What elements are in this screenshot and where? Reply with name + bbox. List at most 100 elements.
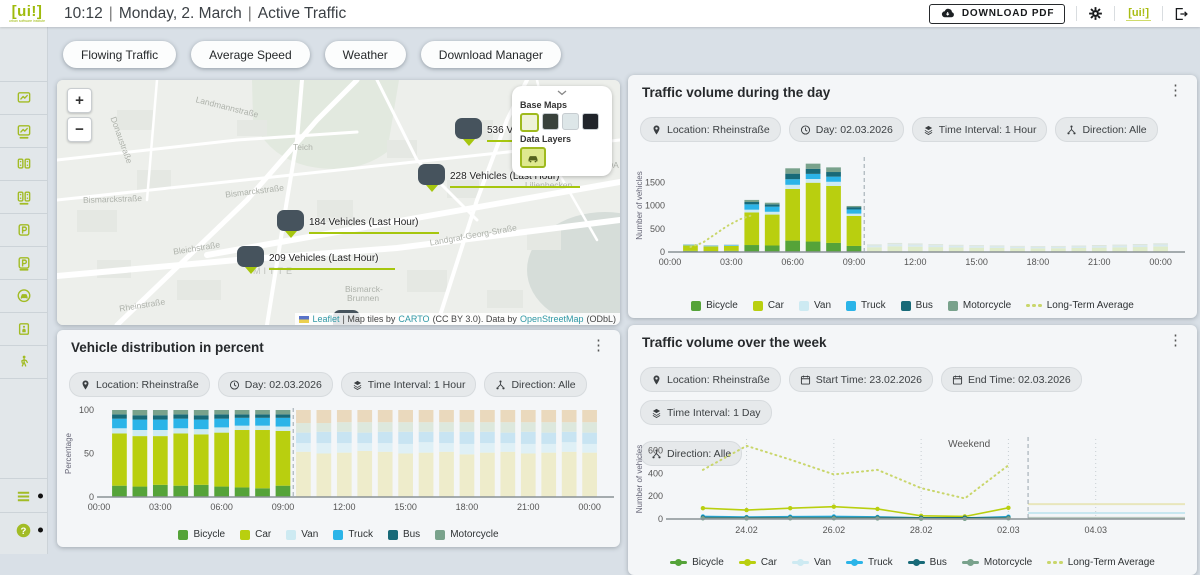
chart-legend: BicycleCarVanTruckBusMotorcycle — [57, 529, 620, 540]
tab-download-manager[interactable]: Download Manager — [421, 41, 561, 68]
filter-chip[interactable]: Time Interval: 1 Day — [640, 400, 772, 425]
sidebar-item-traffic-signals-active[interactable] — [0, 180, 47, 213]
parking-active-icon — [16, 255, 32, 271]
street-label: Teich — [293, 142, 313, 152]
basemap-dark[interactable] — [582, 113, 599, 130]
filter-chip[interactable]: Location: Rheinstraße — [640, 367, 781, 392]
svg-text:04.03: 04.03 — [1084, 525, 1107, 535]
filter-chip-label: End Time: 02.03.2026 — [968, 374, 1071, 386]
divider — [1162, 6, 1163, 21]
settings-button[interactable] — [1088, 6, 1103, 21]
distribution-chart: 05010000:0003:0006:0009:0012:0015:0018:0… — [63, 402, 616, 519]
tab-average-speed[interactable]: Average Speed — [191, 41, 310, 68]
vehicle-count-marker[interactable] — [277, 210, 304, 231]
tab-weather[interactable]: Weather — [325, 41, 406, 68]
sidebar-item-parking-active[interactable] — [0, 246, 47, 279]
filter-chip[interactable]: Location: Rheinstraße — [69, 372, 210, 397]
leaflet-link[interactable]: Leaflet — [312, 314, 339, 324]
marker-label-text: 209 Vehicles (Last Hour) — [269, 253, 379, 264]
map-zoom-controls: + − — [67, 88, 92, 142]
legend-label: Bicycle — [193, 529, 225, 540]
legend-label: Van — [814, 557, 831, 568]
legend-swatch — [846, 301, 856, 311]
svg-text:26.02: 26.02 — [823, 525, 846, 535]
panel-menu-button[interactable]: ⋮ — [1162, 81, 1189, 100]
filter-chip[interactable]: Time Interval: 1 Hour — [341, 372, 477, 397]
date-text: Monday, 2. March — [119, 5, 242, 23]
sidebar-item-traffic-board[interactable] — [0, 81, 47, 114]
svg-text:100: 100 — [79, 405, 94, 415]
svg-text:Number of vehicles: Number of vehicles — [635, 171, 644, 239]
logout-button[interactable] — [1174, 7, 1188, 21]
filter-chip-label: Time Interval: 1 Hour — [368, 379, 466, 391]
filter-chip[interactable]: Start Time: 23.02.2026 — [789, 367, 933, 392]
legend-label: Motorcycle — [984, 557, 1032, 568]
sidebar-item-elevator[interactable] — [0, 312, 47, 345]
vehicle-count-marker[interactable] — [418, 164, 445, 185]
marker-label: 209 Vehicles (Last Hour) — [269, 248, 395, 270]
filter-chip-label: Day: 02.03.2026 — [816, 124, 893, 136]
sidebar-menu-button[interactable] — [0, 478, 47, 513]
legend-item: Car — [739, 557, 777, 568]
osm-link[interactable]: OpenStreetMap — [520, 314, 584, 324]
interval-icon — [651, 407, 662, 419]
filter-chip[interactable]: End Time: 02.03.2026 — [941, 367, 1082, 392]
sidebar-item-pedestrian[interactable] — [0, 345, 47, 379]
tab-flowing-traffic[interactable]: Flowing Traffic — [63, 41, 176, 68]
download-pdf-button[interactable]: DOWNLOAD PDF — [929, 4, 1065, 24]
traffic-board-active-icon — [16, 123, 32, 139]
legend-swatch — [240, 530, 250, 540]
sidebar-item-parking[interactable] — [0, 213, 47, 246]
sidebar-item-car-zone[interactable] — [0, 279, 47, 312]
vehicle-count-marker[interactable] — [237, 246, 264, 267]
map-panel: + − LandmannstraßeDonaustraßeTeichLilien… — [57, 80, 620, 325]
sidebar-item-traffic-board-active[interactable] — [0, 114, 47, 147]
filter-chip[interactable]: Time Interval: 1 Hour — [912, 117, 1048, 142]
filter-chip-label: Direction: Alle — [1082, 124, 1146, 136]
filter-chip[interactable]: Day: 02.03.2026 — [218, 372, 333, 397]
basemap-grey[interactable] — [562, 113, 579, 130]
base-map-options — [520, 113, 604, 132]
traffic-layer-toggle[interactable] — [520, 147, 546, 168]
sidebar-item-traffic-signals[interactable] — [0, 147, 47, 180]
indicator-dot — [38, 528, 43, 533]
vehicle-distribution-panel: Vehicle distribution in percent ⋮ Locati… — [57, 330, 620, 547]
filter-chip[interactable]: Direction: Alle — [1055, 117, 1157, 142]
cloud-download-icon — [940, 8, 955, 19]
filter-chip[interactable]: Location: Rheinstraße — [640, 117, 781, 142]
filter-chip-label: Time Interval: 1 Hour — [939, 124, 1037, 136]
legend-label: Long-Term Average — [1068, 557, 1155, 568]
vehicle-count-marker[interactable] — [455, 118, 482, 139]
svg-text:600: 600 — [648, 445, 663, 455]
basemap-satellite[interactable] — [542, 113, 559, 130]
zoom-in-button[interactable]: + — [67, 88, 92, 113]
filter-chip[interactable]: Direction: Alle — [484, 372, 586, 397]
legend-swatch — [799, 301, 809, 311]
legend-line-marker — [792, 561, 809, 564]
panel-menu-button[interactable]: ⋮ — [585, 336, 612, 355]
ui-account-button[interactable]: [ui!] — [1126, 7, 1151, 21]
legend-item: Motorcycle — [962, 557, 1032, 568]
attribution-text: | Map tiles by — [343, 314, 396, 324]
carto-link[interactable]: CARTO — [398, 314, 429, 324]
chart-legend: BicycleCarVanTruckBusMotorcycleLong-Term… — [628, 300, 1197, 311]
chevron-down-icon — [557, 90, 567, 96]
basemap-light[interactable] — [520, 113, 539, 132]
elevator-icon — [16, 321, 32, 337]
panel-title: Traffic volume during the day — [642, 85, 830, 100]
legend-swatch — [948, 301, 958, 311]
app-logo[interactable]: [ui!] urban software institute — [0, 4, 54, 24]
zoom-out-button[interactable]: − — [67, 117, 92, 142]
calendar-icon — [952, 374, 963, 386]
filter-chips: Location: Rheinstraße Day: 02.03.2026 Time… — [640, 117, 1179, 142]
legend-swatch — [901, 301, 911, 311]
legend-item: Van — [286, 529, 318, 540]
sidebar-help-button[interactable]: ? — [0, 512, 47, 547]
svg-text:09:00: 09:00 — [843, 257, 866, 267]
car-zone-icon — [16, 288, 32, 304]
filter-chip[interactable]: Day: 02.03.2026 — [789, 117, 904, 142]
filter-chips: Location: Rheinstraße Day: 02.03.2026 Time… — [69, 372, 602, 397]
panel-menu-button[interactable]: ⋮ — [1162, 331, 1189, 350]
layers-collapse-button[interactable] — [520, 89, 604, 98]
car-icon — [526, 151, 540, 164]
